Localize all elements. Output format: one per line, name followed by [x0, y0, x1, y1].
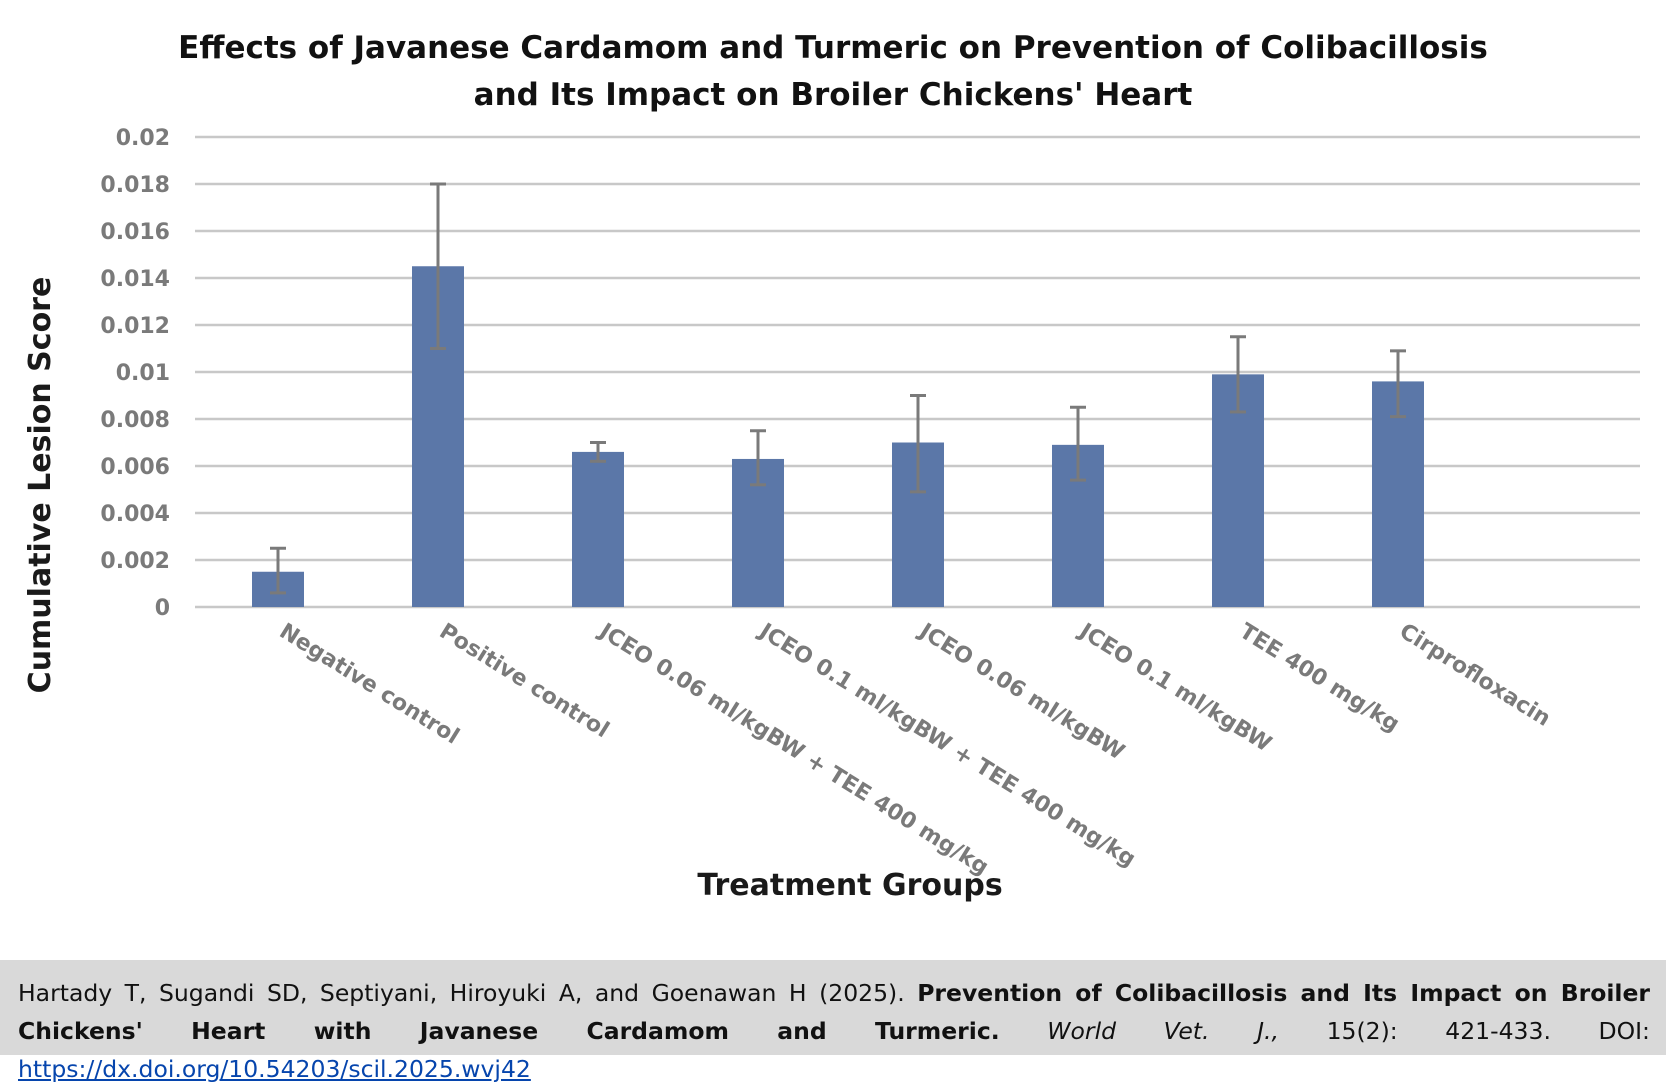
y-tick-label: 0.018 — [100, 173, 170, 198]
citation-journal: World Vet. J., — [1047, 1017, 1279, 1045]
citation-doi-link[interactable]: https://dx.doi.org/10.54203/scil.2025.wv… — [18, 1055, 531, 1083]
chart-title-line-1: Effects of Javanese Cardamom and Turmeri… — [178, 30, 1488, 66]
y-tick-label: 0.014 — [100, 267, 170, 292]
citation-title: Prevention of Colibacillosis and Its Imp… — [18, 979, 1650, 1045]
bars — [252, 266, 1424, 607]
y-tick-label: 0.02 — [116, 126, 170, 151]
y-tick-label: 0.004 — [100, 502, 170, 527]
citation-volume: 15(2): 421-433. DOI: — [1326, 1017, 1650, 1045]
y-tick-label: 0.016 — [100, 220, 170, 245]
x-tick-label: Cirprofloxacin — [1395, 619, 1555, 732]
citation-box: Hartady T, Sugandi SD, Septiyani, Hiroyu… — [0, 960, 1666, 1083]
y-axis-ticks: 0 0.002 0.004 0.006 0.008 0.01 0.012 0.014 0.016… — [100, 126, 170, 621]
citation-authors: Hartady T, Sugandi SD, Septiyani, Hiroyu… — [18, 979, 905, 1007]
y-tick-label: 0.002 — [100, 549, 170, 574]
x-tick-label: TEE 400 mg/kg — [1235, 619, 1404, 737]
y-tick-label: 0.01 — [116, 361, 170, 386]
y-axis-title: Cumulative Lesion Score — [23, 277, 58, 694]
error-bars — [270, 182, 1406, 595]
chart-title-line-2: and Its Impact on Broiler Chickens' Hear… — [474, 77, 1193, 113]
y-tick-label: 0.008 — [100, 408, 170, 433]
bar — [1372, 381, 1424, 607]
x-tick-label: Positive control — [435, 619, 613, 743]
bar — [572, 451, 624, 607]
x-axis-title: Treatment Groups — [697, 868, 1002, 903]
y-tick-label: 0.012 — [100, 314, 170, 339]
chart-title: Effects of Javanese Cardamom and Turmeri… — [178, 30, 1488, 113]
y-tick-label: 0.006 — [100, 455, 170, 480]
chart: Effects of Javanese Cardamom and Turmeri… — [23, 30, 1640, 903]
y-tick-label: 0 — [155, 596, 170, 621]
